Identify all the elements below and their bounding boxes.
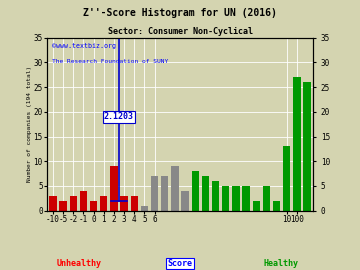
Bar <box>242 186 250 211</box>
Text: Z''-Score Histogram for UN (2016): Z''-Score Histogram for UN (2016) <box>83 8 277 18</box>
Text: ©www.textbiz.org: ©www.textbiz.org <box>52 43 116 49</box>
Bar <box>253 201 260 211</box>
Bar <box>181 191 189 211</box>
Bar <box>141 206 148 211</box>
Text: Score: Score <box>167 259 193 268</box>
Bar <box>212 181 219 211</box>
Bar <box>202 176 209 211</box>
Bar <box>49 196 57 211</box>
Bar <box>80 191 87 211</box>
Text: 2.1203: 2.1203 <box>104 112 134 121</box>
Bar <box>100 196 107 211</box>
Bar <box>171 166 179 211</box>
Text: Healthy: Healthy <box>264 259 299 268</box>
Bar <box>131 196 138 211</box>
Bar <box>161 176 168 211</box>
Bar <box>293 77 301 211</box>
Bar <box>283 146 291 211</box>
Bar <box>120 196 128 211</box>
Bar <box>222 186 229 211</box>
Bar <box>263 186 270 211</box>
Bar <box>110 166 118 211</box>
Bar <box>151 176 158 211</box>
Bar <box>303 82 311 211</box>
Bar <box>192 171 199 211</box>
Y-axis label: Number of companies (194 total): Number of companies (194 total) <box>27 66 32 182</box>
Text: The Research Foundation of SUNY: The Research Foundation of SUNY <box>52 59 168 63</box>
Text: Sector: Consumer Non-Cyclical: Sector: Consumer Non-Cyclical <box>108 27 252 36</box>
Bar <box>69 196 77 211</box>
Bar <box>273 201 280 211</box>
Bar <box>90 201 97 211</box>
Text: Unhealthy: Unhealthy <box>56 259 101 268</box>
Bar <box>232 186 240 211</box>
Bar <box>59 201 67 211</box>
